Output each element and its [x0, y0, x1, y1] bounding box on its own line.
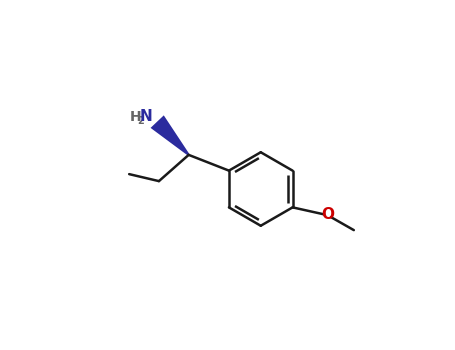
Text: 2: 2 — [138, 116, 144, 126]
Text: H: H — [130, 111, 142, 125]
Text: O: O — [321, 207, 334, 222]
Text: N: N — [140, 108, 153, 124]
Polygon shape — [151, 116, 189, 156]
